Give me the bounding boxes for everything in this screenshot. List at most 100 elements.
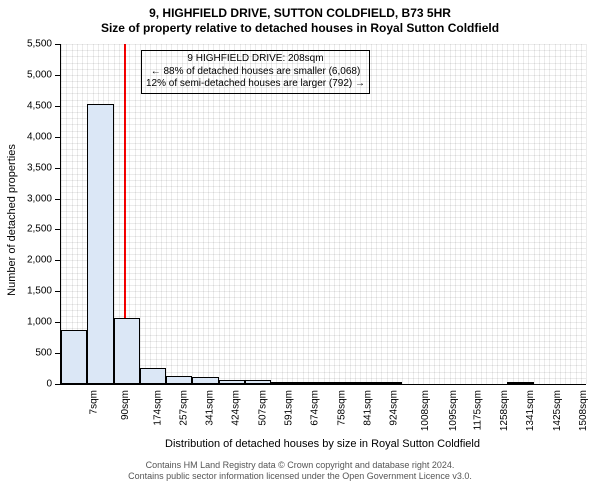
grid-line-v [339,44,340,384]
grid-line-v [502,44,503,384]
grid-line-v [276,44,277,384]
x-tick-label: 7sqm [88,390,99,414]
grid-line-v [581,44,582,384]
grid-line-v [271,44,272,384]
grid-line-v [507,44,508,384]
y-tick-mark [55,353,60,354]
histogram-bar [140,368,166,384]
grid-line-v [392,44,393,384]
grid-line-v [387,44,388,384]
title-line1: 9, HIGHFIELD DRIVE, SUTTON COLDFIELD, B7… [0,6,600,21]
y-tick-mark [55,44,60,45]
x-tick-label: 90sqm [120,390,131,420]
grid-line-v [245,44,246,384]
grid-line-v [534,44,535,384]
grid-line-v [297,44,298,384]
grid-line-h [61,384,586,385]
grid-line-v [518,44,519,384]
y-tick-mark [55,106,60,107]
plot-area: 9 HIGHFIELD DRIVE: 208sqm← 88% of detach… [60,44,586,385]
histogram-bar [297,382,323,384]
grid-line-v [303,44,304,384]
grid-line-v [528,44,529,384]
y-tick-mark [55,260,60,261]
grid-line-v [565,44,566,384]
grid-line-v [266,44,267,384]
grid-line-v [497,44,498,384]
grid-line-v [476,44,477,384]
footer-line: Contains public sector information licen… [0,471,600,482]
histogram-bar [350,382,376,384]
grid-line-v [308,44,309,384]
x-tick-label: 674sqm [310,390,321,426]
grid-line-v [156,44,157,384]
x-tick-label: 1008sqm [420,390,431,431]
grid-line-v [366,44,367,384]
histogram-bar [324,382,350,384]
grid-line-v [187,44,188,384]
grid-line-v [460,44,461,384]
grid-line-v [292,44,293,384]
histogram-bar [271,382,297,384]
y-tick-mark [55,322,60,323]
x-tick-label: 257sqm [178,390,189,426]
y-tick-label: 3,500 [0,162,52,173]
x-tick-label: 1175sqm [472,390,483,430]
grid-line-v [334,44,335,384]
y-tick-label: 1,500 [0,286,52,297]
grid-line-v [397,44,398,384]
grid-line-v [224,44,225,384]
x-tick-label: 841sqm [362,390,373,426]
grid-line-v [513,44,514,384]
grid-line-v [408,44,409,384]
chart-container: 9, HIGHFIELD DRIVE, SUTTON COLDFIELD, B7… [0,0,600,500]
grid-line-v [402,44,403,384]
grid-line-v [213,44,214,384]
grid-line-v [455,44,456,384]
y-tick-label: 2,000 [0,255,52,266]
footer-line: Contains HM Land Registry data © Crown c… [0,460,600,471]
grid-line-v [324,44,325,384]
x-tick-label: 591sqm [284,390,295,426]
grid-line-v [376,44,377,384]
grid-line-v [560,44,561,384]
grid-line-v [161,44,162,384]
x-tick-label: 174sqm [152,390,163,426]
grid-line-v [313,44,314,384]
grid-line-v [381,44,382,384]
grid-line-v [234,44,235,384]
grid-line-v [434,44,435,384]
grid-line-v [465,44,466,384]
histogram-bar [166,376,192,384]
grid-line-v [576,44,577,384]
grid-line-v [177,44,178,384]
x-tick-label: 1508sqm [578,390,589,431]
y-tick-mark [55,75,60,76]
title-line2: Size of property relative to detached ho… [0,21,600,36]
grid-line-v [261,44,262,384]
histogram-bar [219,380,245,384]
grid-line-v [329,44,330,384]
y-tick-mark [55,168,60,169]
grid-line-v [360,44,361,384]
histogram-bar [61,330,87,384]
x-tick-label: 758sqm [336,390,347,426]
grid-line-v [549,44,550,384]
grid-line-v [523,44,524,384]
footer: Contains HM Land Registry data © Crown c… [0,460,600,483]
grid-line-v [345,44,346,384]
x-tick-label: 424sqm [231,390,242,426]
histogram-bar [87,104,113,384]
y-tick-mark [55,199,60,200]
histogram-bar [245,380,271,384]
y-tick-label: 4,000 [0,131,52,142]
x-axis-label: Distribution of detached houses by size … [60,438,585,450]
grid-line-v [481,44,482,384]
grid-line-v [166,44,167,384]
y-tick-label: 5,000 [0,69,52,80]
grid-line-v [198,44,199,384]
grid-line-v [555,44,556,384]
grid-line-v [219,44,220,384]
y-tick-label: 2,500 [0,224,52,235]
grid-line-v [471,44,472,384]
